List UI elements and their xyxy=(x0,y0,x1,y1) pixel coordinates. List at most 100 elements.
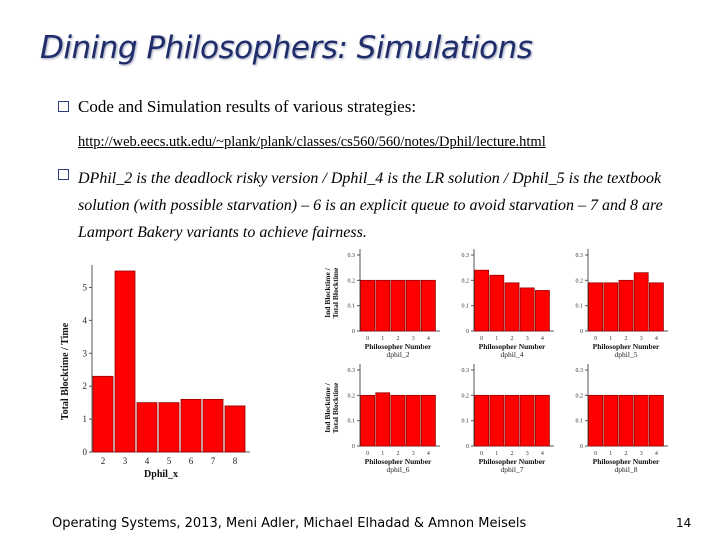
chart-dphil_4-xtick-label: 1 xyxy=(495,336,498,342)
chart-dphil_4-xlabel: Philosopher Number xyxy=(479,342,546,351)
chart-dphil_2-ylabel-line2: Total Blocktime xyxy=(331,267,340,318)
chart-dphil_6-xtick-label: 3 xyxy=(412,451,415,457)
chart-dphil_2-xlabel: Philosopher Number xyxy=(365,342,432,351)
chart-dphil_5-bar xyxy=(618,279,634,332)
chart-main-ytick-label: 0 xyxy=(83,447,88,457)
chart-dphil_7-xtick-label: 4 xyxy=(541,451,544,457)
chart-dphil_7-ytick-label: 0.2 xyxy=(462,393,470,399)
chart-dphil_6-ytick-label: 0.3 xyxy=(348,368,356,374)
chart-dphil_5-xlabel: Philosopher Number xyxy=(593,342,660,351)
chart-dphil_6-xtick-label: 0 xyxy=(366,451,369,457)
chart-dphil_4-ytick-label: 0.2 xyxy=(462,278,470,284)
chart-dphil_8-bar xyxy=(603,394,619,447)
chart-main-xtick-label: 3 xyxy=(123,456,128,466)
chart-dphil_8-xtick-label: 4 xyxy=(655,451,658,457)
chart-dphil_4-xtick-label: 4 xyxy=(541,336,544,342)
slide-title: Dining Philosophers: Simulations xyxy=(40,30,533,66)
chart-dphil_7-bar xyxy=(519,394,535,447)
chart-dphil_2-ytick-label: 0.1 xyxy=(348,304,356,310)
chart-dphil_4-caption: dphil_4 xyxy=(501,350,524,359)
chart-dphil_2-ytick-label: 0.2 xyxy=(348,278,356,284)
chart-dphil_5-xtick-label: 1 xyxy=(609,336,612,342)
chart-main-ytick-label: 1 xyxy=(83,414,88,424)
chart-dphil_4-xtick-label: 2 xyxy=(511,336,514,342)
chart-main-bar xyxy=(92,375,114,453)
chart-dphil_6-ytick-label: 0 xyxy=(352,444,355,450)
chart-dphil_2-bar xyxy=(375,279,391,332)
chart-main-bar xyxy=(202,398,224,453)
chart-dphil_8-bar xyxy=(588,394,603,447)
chart-main-bar xyxy=(158,402,180,453)
chart-dphil_6-bar xyxy=(420,394,436,447)
chart-dphil_4-ytick-label: 0.1 xyxy=(462,304,470,310)
chart-dphil_8-xlabel: Philosopher Number xyxy=(593,457,660,466)
chart-dphil_4-ytick-label: 0 xyxy=(466,329,469,335)
chart-dphil_5-bar xyxy=(649,282,664,332)
chart-dphil_2-xtick-label: 2 xyxy=(397,336,400,342)
chart-dphil_5-bar xyxy=(588,282,603,332)
chart-dphil_6-bar xyxy=(375,392,391,447)
chart-main-xtick-label: 6 xyxy=(189,456,194,466)
chart-dphil_5-xtick-label: 3 xyxy=(640,336,643,342)
chart-dphil_2-xtick-label: 3 xyxy=(412,336,415,342)
chart-dphil_8-xtick-label: 2 xyxy=(625,451,628,457)
chart-dphil_5-ytick-label: 0.2 xyxy=(576,278,584,284)
chart-dphil_8-ytick-label: 0.2 xyxy=(576,393,584,399)
chart-dphil_8-xtick-label: 3 xyxy=(640,451,643,457)
chart-dphil_6-xtick-label: 2 xyxy=(397,451,400,457)
chart-dphil_4-xtick-label: 3 xyxy=(526,336,529,342)
chart-dphil_5-ytick-label: 0 xyxy=(580,329,583,335)
chart-dphil_6-ylabel-line2: Total Blocktime xyxy=(331,382,340,433)
chart-dphil_6-xlabel: Philosopher Number xyxy=(365,457,432,466)
lecture-link[interactable]: http://web.eecs.utk.edu/~plank/plank/cla… xyxy=(78,134,546,150)
chart-dphil_6-bar xyxy=(390,394,406,447)
bullet-checkbox-icon xyxy=(58,101,69,112)
chart-dphil_2-xtick-label: 0 xyxy=(366,336,369,342)
chart-dphil_7-xtick-label: 0 xyxy=(480,451,483,457)
chart-dphil_5-ytick-label: 0.3 xyxy=(576,253,584,259)
chart-dphil_8-xtick-label: 1 xyxy=(609,451,612,457)
chart-dphil_7-ytick-label: 0.3 xyxy=(462,368,470,374)
chart-dphil_8-xtick-label: 0 xyxy=(594,451,597,457)
chart-dphil_7-bar xyxy=(535,394,550,447)
chart-dphil_5-xtick-label: 0 xyxy=(594,336,597,342)
chart-main-ytick-label: 4 xyxy=(83,315,88,325)
chart-dphil_8-caption: dphil_8 xyxy=(615,465,638,474)
chart-main-xtick-label: 2 xyxy=(101,456,106,466)
bullet-dphil-versions-text: DPhil_2 is the deadlock risky version / … xyxy=(78,170,663,241)
chart-dphil_2-ylabel-line1: Ind Blocktime / xyxy=(323,267,332,318)
bullet-strategies-text: Code and Simulation results of various s… xyxy=(78,97,417,116)
chart-dphil_2-bar xyxy=(420,279,436,332)
chart-dphil_5-ytick-label: 0.1 xyxy=(576,304,584,310)
chart-dphil_8-bar xyxy=(633,394,649,447)
chart-dphil_2-bar xyxy=(405,279,421,332)
chart-dphil_7-ytick-label: 0.1 xyxy=(462,419,470,425)
chart-dphil_7-xtick-label: 3 xyxy=(526,451,529,457)
chart-main-xlabel: Dphil_x xyxy=(144,469,178,480)
chart-dphil_4-bar xyxy=(535,290,550,332)
chart-dphil_7-xlabel: Philosopher Number xyxy=(479,457,546,466)
chart-dphil_7-xtick-label: 2 xyxy=(511,451,514,457)
chart-main-ytick-label: 5 xyxy=(83,282,88,292)
chart-dphil_8-ytick-label: 0.1 xyxy=(576,419,584,425)
chart-dphil_5-bar xyxy=(603,282,619,332)
chart-dphil_4-bar xyxy=(474,269,490,332)
chart-dphil_2-xtick-label: 4 xyxy=(427,336,430,342)
chart-main-bar xyxy=(136,402,158,453)
chart-main-ylabel: Total Blocktime / Time xyxy=(60,322,71,420)
chart-main-ytick-label: 2 xyxy=(83,381,88,391)
chart-dphil_6-caption: dphil_6 xyxy=(387,465,410,474)
chart-dphil_7-bar xyxy=(474,394,490,447)
chart-dphil_2-ytick-label: 0.3 xyxy=(348,253,356,259)
chart-dphil_7-bar xyxy=(504,394,520,447)
chart-dphil_7-bar xyxy=(489,394,505,447)
chart-dphil_2-bar xyxy=(360,279,376,332)
footer-credit: Operating Systems, 2013, Meni Adler, Mic… xyxy=(52,516,527,531)
chart-dphil_6-bar xyxy=(405,394,421,447)
chart-dphil_4-ytick-label: 0.3 xyxy=(462,253,470,259)
chart-dphil_7-ytick-label: 0 xyxy=(466,444,469,450)
chart-dphil_6-ytick-label: 0.2 xyxy=(348,393,356,399)
chart-dphil_5-xtick-label: 4 xyxy=(655,336,658,342)
chart-dphil_6-ylabel-line1: Ind Blocktime / xyxy=(323,382,332,433)
chart-dphil_6-xtick-label: 1 xyxy=(381,451,384,457)
